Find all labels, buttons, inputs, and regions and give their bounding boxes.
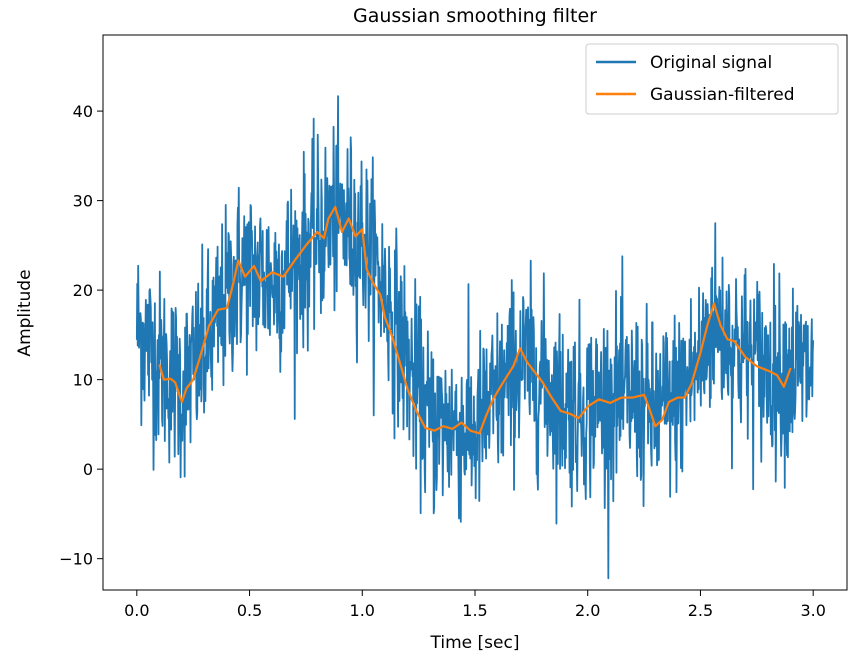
legend: Original signal Gaussian-filtered <box>585 43 839 115</box>
y-tick-label: 40 <box>73 102 93 121</box>
plot-area <box>135 95 815 580</box>
x-axis-label: Time [sec] <box>430 633 520 653</box>
legend-label-original: Original signal <box>650 53 772 73</box>
y-tick-label: 10 <box>73 371 93 390</box>
y-axis-label: Amplitude <box>15 269 35 356</box>
original-signal-line <box>135 95 815 580</box>
chart-title: Gaussian smoothing filter <box>353 5 597 27</box>
y-tick-label: 0 <box>83 460 93 479</box>
y-tick-label: −10 <box>59 550 93 569</box>
x-tick-label: 0.0 <box>124 601 149 620</box>
x-tick-label: 1.5 <box>462 601 487 620</box>
y-axis-ticks: −10 0 10 20 30 40 <box>59 102 103 569</box>
x-tick-label: 3.0 <box>800 601 825 620</box>
gaussian-filtered-series <box>158 205 792 435</box>
y-tick-label: 20 <box>73 281 93 300</box>
x-tick-label: 2.0 <box>575 601 600 620</box>
legend-label-filtered: Gaussian-filtered <box>650 85 795 105</box>
axes-frame <box>102 34 848 591</box>
original-signal-series <box>135 95 815 580</box>
x-tick-label: 0.5 <box>237 601 262 620</box>
x-tick-label: 1.0 <box>350 601 375 620</box>
legend-box <box>585 43 839 115</box>
x-axis-ticks: 0.0 0.5 1.0 1.5 2.0 2.5 3.0 <box>124 590 826 620</box>
y-tick-label: 30 <box>73 192 93 211</box>
gaussian-filtered-line <box>158 205 792 435</box>
x-tick-label: 2.5 <box>688 601 713 620</box>
